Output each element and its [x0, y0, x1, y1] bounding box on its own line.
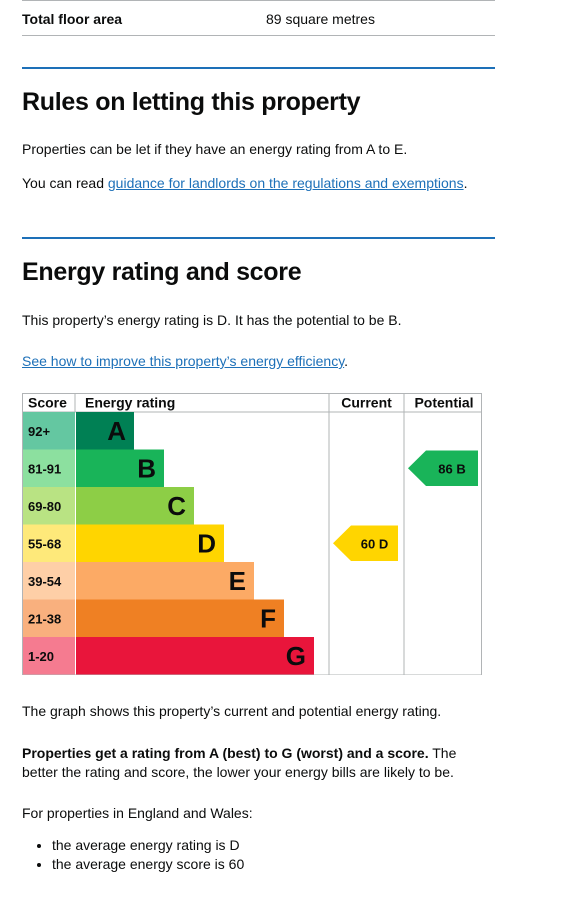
score-label: 55-68 — [28, 536, 61, 551]
energy-heading: Energy rating and score — [22, 258, 302, 286]
score-label: 92+ — [28, 424, 50, 439]
score-cell — [23, 599, 75, 637]
rating-explanation: Properties get a rating from A (best) to… — [22, 744, 487, 782]
score-label: 21-38 — [28, 611, 61, 626]
band-letter: A — [107, 416, 126, 446]
band-letter: D — [197, 528, 216, 558]
potential-rating-label: 86 B — [438, 461, 465, 476]
rating-explanation-bold: Properties get a rating from A (best) to… — [22, 745, 429, 761]
floor-area-value: 89 square metres — [266, 11, 375, 27]
band-letter: C — [167, 491, 186, 521]
band-letter: B — [137, 453, 156, 483]
band-bar-a — [76, 412, 134, 450]
score-cell — [23, 637, 75, 675]
score-cell — [23, 449, 75, 487]
score-label: 1-20 — [28, 649, 54, 664]
current-rating-label: 60 D — [361, 536, 388, 551]
letting-text: Properties can be let if they have an en… — [22, 141, 408, 157]
band-bar-d — [76, 524, 224, 562]
section-divider — [22, 67, 495, 69]
score-cell — [23, 524, 75, 562]
current-header: Current — [341, 395, 392, 411]
potential-arrow — [408, 450, 478, 486]
band-bar-c — [76, 487, 194, 525]
england-wales-intro: For properties in England and Wales: — [22, 805, 253, 821]
improve-paragraph: See how to improve this property’s energ… — [22, 352, 487, 371]
band-letter: G — [286, 641, 306, 671]
score-header: Score — [28, 395, 67, 411]
energy-rating-header: Energy rating — [85, 395, 175, 411]
averages-list: the average energy rating is D the avera… — [22, 836, 244, 874]
band-bar-e — [76, 562, 254, 600]
guidance-prefix: You can read — [22, 175, 108, 191]
band-letter: E — [229, 566, 246, 596]
energy-summary: This property’s energy rating is D. It h… — [22, 312, 402, 328]
list-item: the average energy rating is D — [52, 836, 244, 855]
landlord-guidance-link[interactable]: guidance for landlords on the regulation… — [107, 175, 464, 191]
section-divider — [22, 237, 495, 239]
energy-rating-graph: Score Energy rating Current Potential 92+ A 81… — [22, 393, 484, 675]
letting-guidance: You can read guidance for landlords on t… — [22, 174, 487, 193]
letting-heading: Rules on letting this property — [22, 88, 361, 116]
band-bar-f — [76, 599, 284, 637]
band-bar-b — [76, 449, 164, 487]
floor-area-row: Total floor area 89 square metres — [22, 0, 495, 36]
score-label: 69-80 — [28, 499, 61, 514]
band-letter: F — [260, 603, 276, 633]
improve-suffix: . — [344, 353, 349, 369]
epc-chart-svg: Score Energy rating Current Potential 92+ A 81… — [22, 393, 482, 675]
score-cell — [23, 487, 75, 525]
score-cell — [23, 562, 75, 600]
chart-frame — [22, 393, 482, 675]
current-arrow — [333, 525, 398, 561]
floor-area-label: Total floor area — [22, 11, 123, 27]
score-cell — [23, 412, 75, 450]
score-label: 81-91 — [28, 461, 61, 476]
guidance-suffix: . — [463, 175, 468, 191]
improve-efficiency-link[interactable]: See how to improve this property’s energ… — [22, 353, 345, 369]
rating-explanation-rest: The better the rating and score, the low… — [22, 745, 457, 780]
potential-header: Potential — [414, 395, 473, 411]
band-bar-g — [76, 637, 314, 675]
score-label: 39-54 — [28, 574, 62, 589]
list-item: the average energy score is 60 — [52, 855, 244, 874]
graph-caption: The graph shows this property’s current … — [22, 703, 442, 719]
